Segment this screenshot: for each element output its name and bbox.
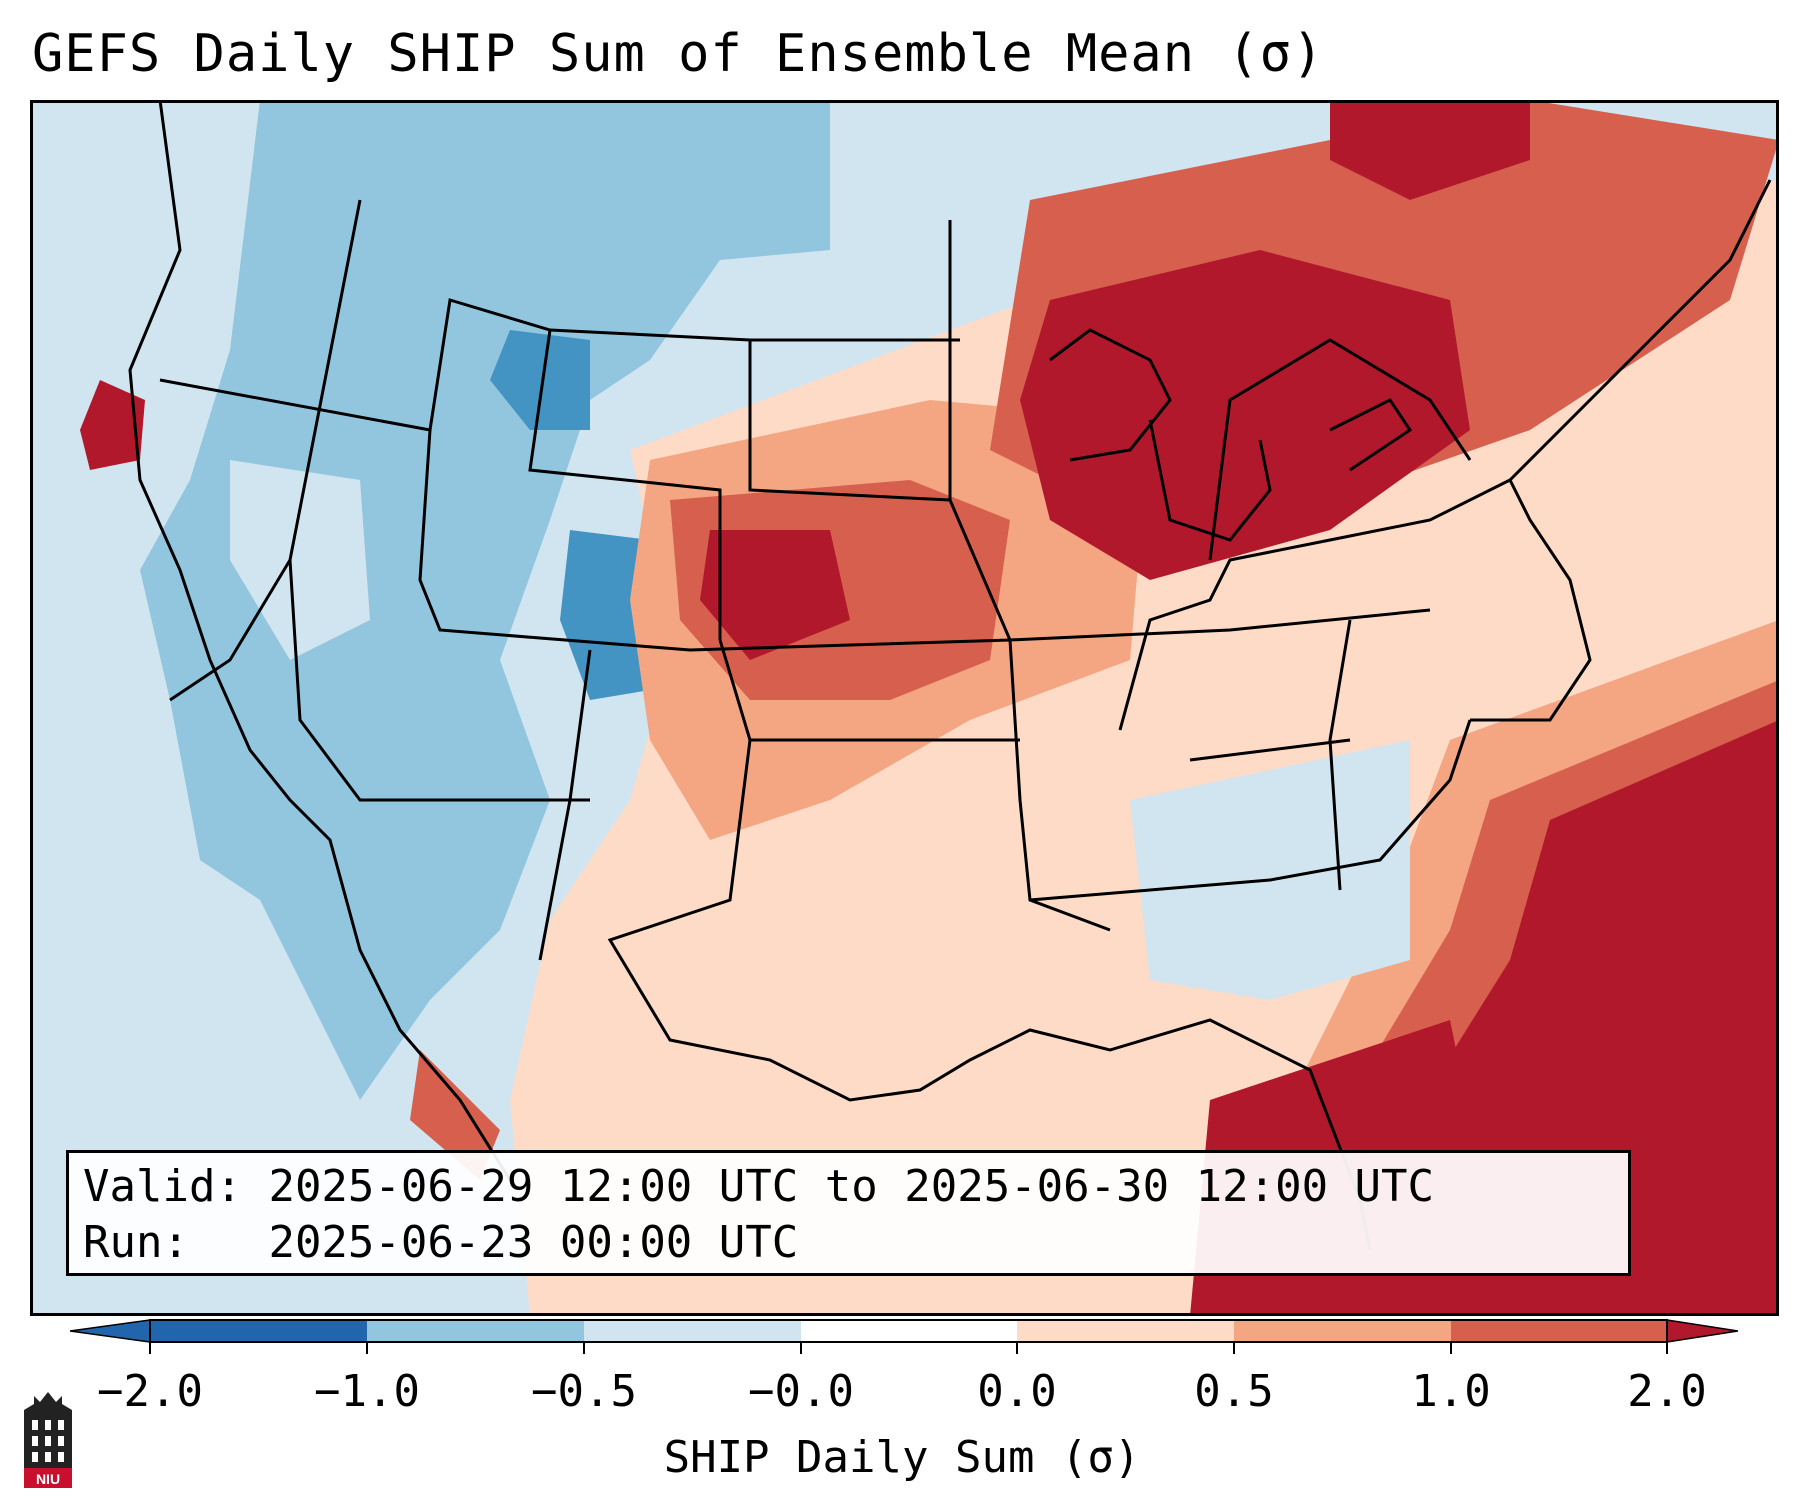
colorbar-tick-label: 1.0 <box>1411 1366 1491 1417</box>
map-panel[interactable] <box>30 100 1779 1316</box>
state-boundaries <box>128 100 1772 1251</box>
colorbar-seg-5 <box>1017 1320 1234 1342</box>
colorbar-seg-7 <box>1451 1320 1667 1342</box>
field-baja-red <box>410 1050 500 1180</box>
run-value: 2025-06-23 00:00 UTC <box>268 1217 799 1268</box>
field-canada-dark <box>1330 100 1530 200</box>
field-colorado-dark <box>560 530 650 700</box>
colorbar-tick-label: −0.0 <box>748 1366 854 1417</box>
field-wyoming-dark <box>490 330 590 430</box>
valid-label: Valid: <box>83 1161 242 1212</box>
map-title: GEFS Daily SHIP Sum of Ensemble Mean (σ) <box>32 24 1325 84</box>
colorbar-extend-high <box>1666 1319 1739 1343</box>
colorbar-seg-2 <box>367 1320 584 1342</box>
colorbar-tick-label: −0.5 <box>531 1366 637 1417</box>
colorbar-seg-3 <box>584 1320 801 1342</box>
field-southeast-light <box>1130 740 1410 1000</box>
colorbar-tick-label: 0.5 <box>1194 1366 1274 1417</box>
run-label: Run: <box>83 1217 189 1268</box>
field-greatlakes-dark <box>1020 250 1470 580</box>
colorbar-label: SHIP Daily Sum (σ) <box>663 1432 1141 1483</box>
niu-logo-text: NIU <box>35 1471 61 1487</box>
info-box: Valid: 2025-06-29 12:00 UTC to 2025-06-3… <box>66 1150 1631 1276</box>
field-west-blue <box>140 100 830 1100</box>
colorbar-seg-4 <box>801 1320 1017 1342</box>
map-border <box>30 100 1779 1316</box>
colorbar-seg-1 <box>150 1320 367 1342</box>
field-kansas-dark <box>700 530 850 660</box>
colorbar-tick-label: 2.0 <box>1627 1366 1707 1417</box>
colorbar <box>69 1318 1739 1368</box>
colorbar-tick-label: −2.0 <box>97 1366 203 1417</box>
niu-logo <box>20 1390 76 1490</box>
field-nevada-light <box>230 460 370 660</box>
colorbar-tick-label: −1.0 <box>314 1366 420 1417</box>
colorbar-tick-label: 0.0 <box>977 1366 1057 1417</box>
field-pacific-red <box>80 380 145 470</box>
colorbar-extend-low <box>69 1319 151 1343</box>
valid-value: 2025-06-29 12:00 UTC to 2025-06-30 12:00… <box>268 1161 1435 1212</box>
colorbar-seg-6 <box>1234 1320 1451 1342</box>
